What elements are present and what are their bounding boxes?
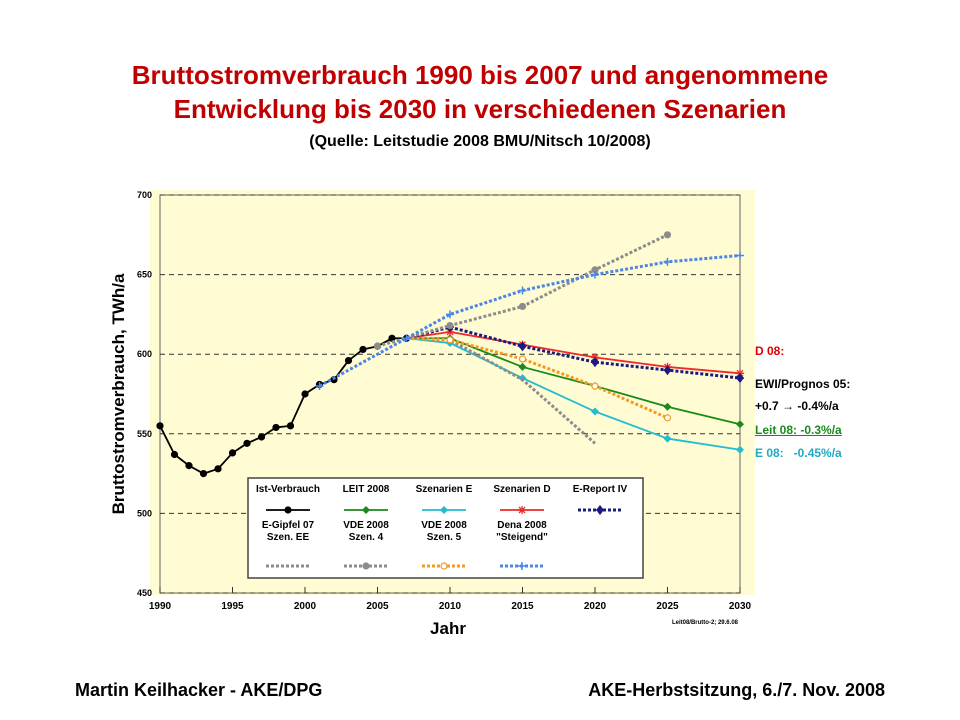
- marker: [301, 390, 309, 398]
- marker: [591, 270, 599, 279]
- legend-label: Szenarien E: [415, 484, 473, 495]
- x-tick-label: 2025: [656, 601, 679, 612]
- footer-left: Martin Keilhacker - AKE/DPG: [75, 680, 323, 700]
- marker: [243, 439, 251, 447]
- x-tick-label: 2030: [729, 601, 752, 612]
- annotation: EWI/Prognos 05:: [755, 377, 851, 391]
- marker: [272, 423, 280, 432]
- y-tick-label: 500: [137, 508, 152, 518]
- marker: [736, 420, 744, 429]
- marker: [663, 365, 672, 376]
- marker: [736, 372, 744, 384]
- marker: [199, 470, 208, 478]
- marker: [156, 422, 164, 430]
- series-line: [406, 336, 669, 420]
- annotation: E 08: -0.45%/a: [755, 446, 842, 460]
- legend-label: Ist-Verbrauch: [256, 484, 320, 495]
- marker: [185, 462, 193, 470]
- marker: [663, 402, 672, 411]
- marker: [446, 336, 454, 344]
- footer-right: AKE-Herbstsitzung, 6./7. Nov. 2008: [588, 680, 885, 700]
- y-tick-label: 650: [137, 270, 152, 280]
- legend-label: E-Report IV: [572, 484, 628, 495]
- legend-box: [247, 477, 644, 579]
- marker: [228, 449, 237, 457]
- x-tick-label: 2020: [584, 601, 607, 612]
- marker: [736, 251, 744, 260]
- marker: [663, 434, 672, 443]
- y-axis-label: Bruttostromverbrauch, TWh/a: [109, 273, 128, 514]
- x-tick-label: 2000: [294, 601, 317, 612]
- x-axis-label: Jahr: [430, 619, 466, 638]
- series-line: [406, 331, 741, 375]
- x-tick-label: 1990: [149, 601, 172, 612]
- legend-label: Dena 2008 "Steigend": [496, 520, 548, 543]
- marker: [214, 465, 222, 473]
- y-tick-label: 450: [137, 588, 152, 598]
- y-tick-label: 550: [137, 429, 152, 439]
- marker: [663, 231, 672, 239]
- annotation: Leit 08: -0.3%/a: [755, 423, 842, 437]
- legend-label: VDE 2008 Szen. 4: [343, 520, 389, 543]
- marker: [359, 345, 367, 354]
- marker: [518, 362, 527, 371]
- marker: [518, 355, 527, 363]
- marker: [286, 422, 295, 430]
- annotation: D 08:: [755, 344, 785, 358]
- legend-marker: [440, 562, 448, 570]
- marker: [591, 357, 599, 368]
- marker: [170, 450, 179, 459]
- legend-marker: [596, 504, 604, 516]
- legend-marker: [362, 562, 370, 570]
- marker: [373, 342, 382, 350]
- slide-title: Bruttostromverbrauch 1990 bis 2007 und a…: [131, 60, 829, 124]
- note: Leit08/Brutto-2; 29.6.08: [672, 620, 739, 626]
- marker: [518, 286, 527, 295]
- marker: [344, 356, 353, 365]
- x-tick-label: 2005: [366, 601, 389, 612]
- series-line: [406, 337, 741, 451]
- marker: [591, 407, 599, 416]
- legend-label: LEIT 2008: [342, 484, 390, 495]
- marker: [663, 414, 672, 422]
- legend-marker: [518, 562, 526, 570]
- x-tick-label: 1995: [221, 601, 244, 612]
- marker: [736, 445, 744, 454]
- legend-label: E-Gipfel 07 Szen. EE: [261, 520, 315, 543]
- marker: [518, 302, 527, 311]
- marker: [402, 334, 411, 343]
- y-tick-label: 700: [137, 190, 152, 200]
- marker: [663, 257, 672, 266]
- marker: [446, 321, 454, 330]
- marker: [315, 382, 324, 391]
- x-tick-label: 2010: [439, 601, 462, 612]
- legend-label: VDE 2008 Szen. 5: [421, 520, 467, 543]
- marker: [446, 310, 454, 319]
- slide-subtitle: (Quelle: Leitstudie 2008 BMU/Nitsch 10/2…: [309, 133, 651, 150]
- marker: [518, 341, 527, 352]
- legend-marker: [440, 506, 448, 514]
- y-tick-label: 600: [137, 349, 152, 359]
- x-tick-label: 2015: [511, 601, 534, 612]
- legend-label: Szenarien D: [493, 484, 551, 495]
- marker: [257, 433, 266, 441]
- legend-marker: [284, 506, 292, 514]
- marker: [591, 382, 599, 390]
- legend-marker: [518, 506, 526, 514]
- legend-marker: [362, 506, 370, 514]
- annotation: +0.7 → -0.4%/a: [755, 399, 839, 413]
